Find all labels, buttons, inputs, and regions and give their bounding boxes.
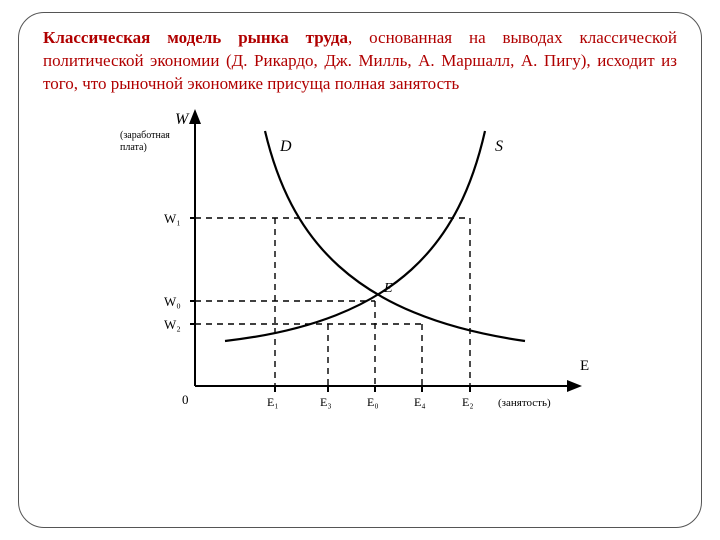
x-axis-label: Е [580,358,589,374]
label-e2: E₂ [462,395,474,409]
y-ticks: W₁ W₀ W₂ [164,211,195,332]
y-axis-label: W [175,111,190,128]
y-axis-arrow [189,109,201,124]
y-axis-sublabel-1: (заработная [120,130,170,141]
content-frame: Классическая модель рынка труда, основан… [18,12,702,528]
label-w1: W₁ [164,211,181,226]
label-w2: W₂ [164,317,181,332]
page: Классическая модель рынка труда, основан… [0,0,720,540]
title-bold: Классическая модель рынка труда [43,28,348,47]
label-w0: W₀ [164,294,181,309]
x-ticks: E₁ E₃ E₀ E₄ E₂ [267,386,474,409]
demand-curve [265,131,525,341]
supply-label: S [495,138,503,155]
origin-label: 0 [182,392,189,407]
x-axis-sublabel: (занятость) [498,397,551,409]
labor-market-chart: W (заработная плата) Е (занятость) 0 [120,106,600,436]
y-axis-sublabel-2: плата) [120,142,147,153]
reference-lines [195,218,470,386]
heading-paragraph: Классическая модель рынка труда, основан… [43,27,677,96]
axes [189,109,582,392]
label-e0: E₀ [367,395,379,409]
x-axis-arrow [567,380,582,392]
equilibrium-label: E [383,281,393,296]
chart-container: W (заработная плата) Е (занятость) 0 [43,106,677,436]
label-e4: E₄ [414,395,426,409]
demand-label: D [279,138,292,155]
label-e1: E₁ [267,395,279,409]
supply-curve [225,131,485,341]
label-e3: E₃ [320,395,332,409]
